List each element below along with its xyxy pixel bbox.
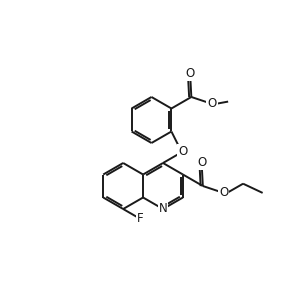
Text: O: O <box>207 97 217 110</box>
Text: O: O <box>197 156 206 169</box>
Text: O: O <box>219 187 228 199</box>
Text: O: O <box>178 145 187 158</box>
Text: F: F <box>137 212 143 225</box>
Text: O: O <box>185 67 195 80</box>
Text: N: N <box>159 203 167 215</box>
